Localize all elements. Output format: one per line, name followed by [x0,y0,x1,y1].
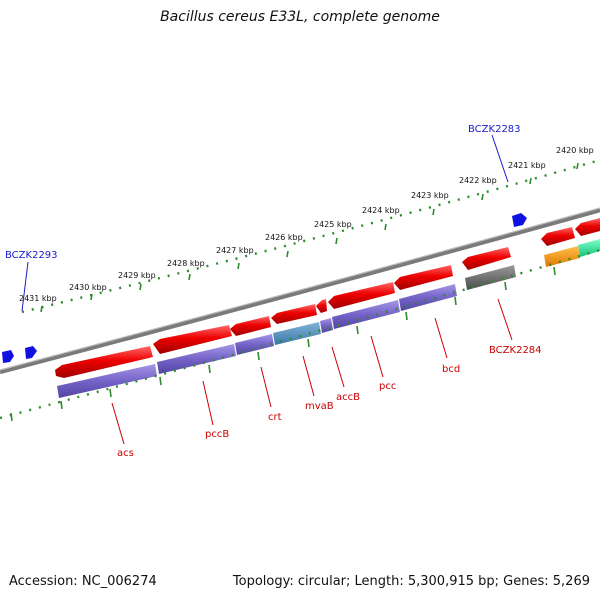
kbp-label: 2421 kbp [508,161,546,170]
kbp-label: 2430 kbp [69,283,107,292]
kbp-label: 2427 kbp [216,246,254,255]
topology-text: Topology: circular; Length: 5,300,915 bp… [232,574,590,589]
gene-labels: acs pccB crt mvaB accB pcc bcd BCZK2284 [111,298,542,459]
gene-label: pcc [379,381,396,392]
gene-label: accB [336,392,360,403]
genome-backbone [0,207,600,375]
gene-arrow [55,346,153,378]
gene-arrow [271,304,317,324]
kbp-label: 2422 kbp [459,176,497,185]
gene-arrow [541,227,575,246]
feature-bar [544,246,580,267]
blue-marker-icon [2,350,14,363]
gene-label: BCZK2284 [489,345,542,356]
blue-gene-label: BCZK2293 [5,250,58,261]
gene-arrow [462,247,511,270]
feature-bar [465,265,516,290]
genome-title: Bacillus cereus E33L, complete genome [160,9,440,25]
feature-bar [273,322,321,345]
kbp-label: 2431 kbp [19,294,57,303]
gene-arrow [230,316,271,336]
gene-label: acs [117,448,134,459]
kbp-label: 2426 kbp [265,233,303,242]
kbp-label: 2428 kbp [167,259,205,268]
kbp-label: 2425 kbp [314,220,352,229]
kbp-label: 2423 kbp [411,191,449,200]
lower-scale-line [0,248,600,422]
feature-bar [235,334,274,355]
blue-marker-icon [512,213,527,227]
kbp-label: 2429 kbp [118,271,156,280]
gene-label: bcd [442,364,460,375]
blue-gene-label: BCZK2283 [468,124,521,135]
kbp-label: 2420 kbp [556,146,594,155]
gene-arrow [328,282,395,309]
feature-bars [57,239,600,398]
gene-arrow [316,299,327,313]
blue-markers: BCZK2293 BCZK2283 [2,124,527,363]
gene-arrow [153,325,232,354]
gene-arrow [575,218,600,236]
upper-scale-line [21,158,600,314]
red-genes [55,218,600,378]
feature-bar [399,284,457,311]
gene-label: pccB [205,429,229,440]
gene-arrow [394,265,453,290]
kbp-labels: 2431 kbp 2430 kbp 2429 kbp 2428 kbp 2427… [19,146,594,303]
kbp-label: 2424 kbp [362,206,400,215]
feature-bar [157,344,236,374]
feature-bar [578,239,600,257]
gene-label: mvaB [305,401,334,412]
blue-marker-icon [25,346,37,359]
feature-bar [57,364,157,398]
accession-text: Accession: NC_006274 [9,574,157,589]
gene-label: crt [268,412,282,423]
feature-bar [320,318,333,333]
